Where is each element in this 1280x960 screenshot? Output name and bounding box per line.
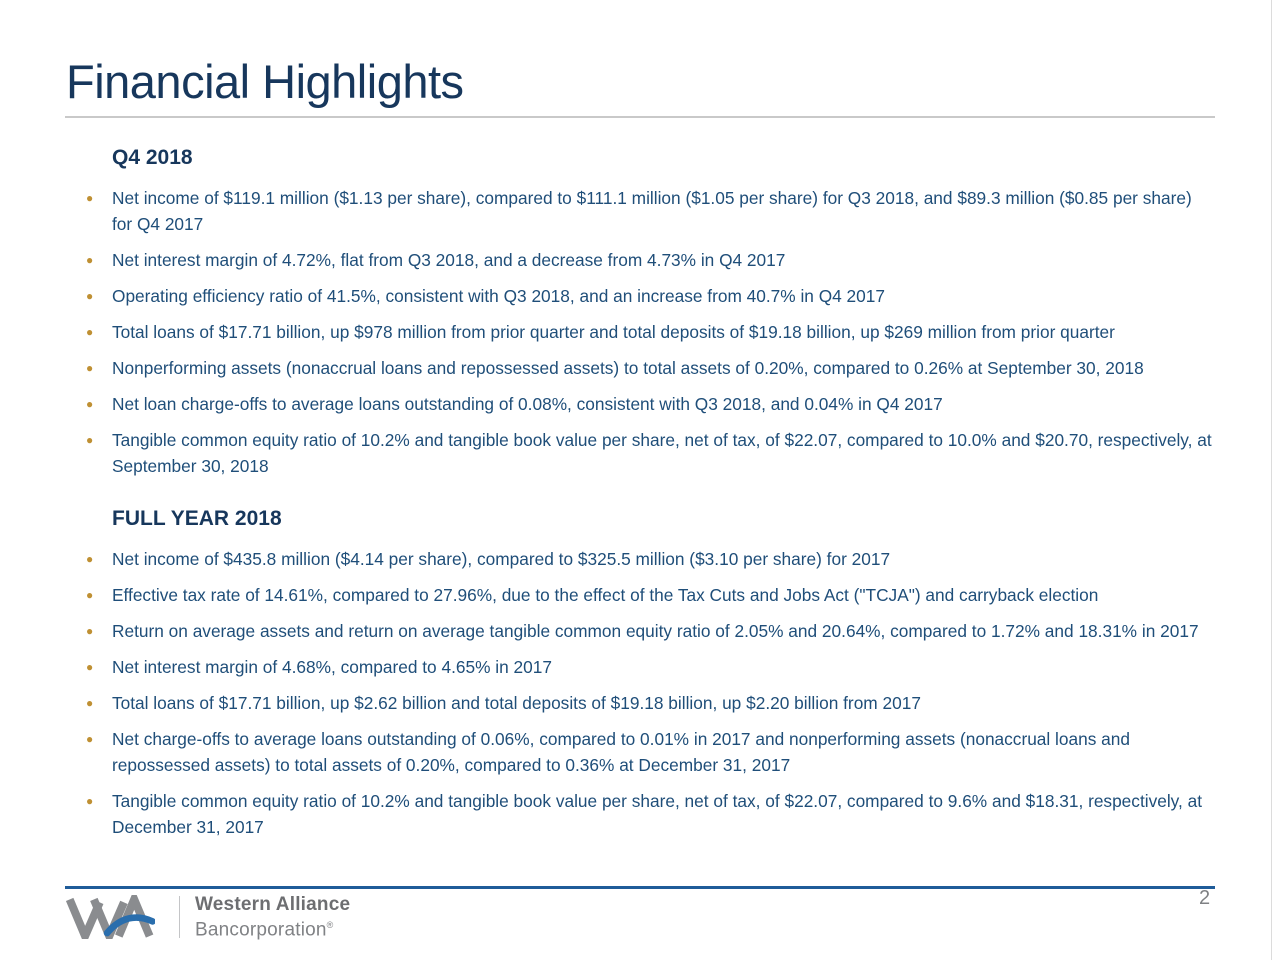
list-item: ● Total loans of $17.71 billion, up $2.6… (65, 690, 1217, 716)
footer-rule (65, 886, 1215, 889)
bullet-text: Net income of $119.1 million ($1.13 per … (112, 188, 1192, 234)
registered-mark: ® (326, 919, 334, 930)
bullet-text: Tangible common equity ratio of 10.2% an… (112, 791, 1203, 837)
list-item: ● Total loans of $17.71 billion, up $978… (65, 319, 1217, 345)
bullet-dot-icon: ● (86, 325, 94, 339)
list-item: ● Tangible common equity ratio of 10.2% … (65, 427, 1217, 479)
logo-divider (179, 896, 180, 938)
western-alliance-logo: Western Alliance Bancorporation® (65, 894, 350, 940)
bullet-dot-icon: ● (86, 794, 94, 808)
bullet-text: Tangible common equity ratio of 10.2% an… (112, 430, 1212, 476)
list-item: ● Net interest margin of 4.72%, flat fro… (65, 247, 1217, 273)
list-item: ● Tangible common equity ratio of 10.2% … (65, 788, 1217, 840)
list-item: ● Operating efficiency ratio of 41.5%, c… (65, 283, 1217, 309)
bullet-dot-icon: ● (86, 253, 94, 267)
bullet-list-full-year-2018: ● Net income of $435.8 million ($4.14 pe… (65, 546, 1217, 840)
list-item: ● Net income of $435.8 million ($4.14 pe… (65, 546, 1217, 572)
bullet-dot-icon: ● (86, 552, 94, 566)
bullet-text: Net income of $435.8 million ($4.14 per … (112, 549, 891, 569)
logo-subname-text: Bancorporation (195, 919, 327, 941)
list-item: ● Net charge-offs to average loans outst… (65, 726, 1217, 778)
bullet-text: Effective tax rate of 14.61%, compared t… (112, 585, 1099, 605)
bullet-dot-icon: ● (86, 191, 94, 205)
slide-right-edge (1271, 0, 1272, 960)
bullet-text: Nonperforming assets (nonaccrual loans a… (112, 358, 1144, 378)
slide-body: Q4 2018 ● Net income of $119.1 million (… (65, 144, 1217, 850)
bullet-text: Total loans of $17.71 billion, up $2.62 … (112, 693, 921, 713)
section-heading-full-year-2018: FULL YEAR 2018 (112, 507, 282, 530)
title-underline (65, 116, 1215, 118)
bullet-dot-icon: ● (86, 660, 94, 674)
bullet-text: Net charge-offs to average loans outstan… (112, 729, 1131, 775)
list-item: ● Return on average assets and return on… (65, 618, 1217, 644)
page-title: Financial Highlights (66, 55, 464, 108)
page-number: 2 (1199, 887, 1211, 909)
bullet-dot-icon: ● (86, 732, 94, 746)
list-item: ● Net income of $119.1 million ($1.13 pe… (65, 185, 1217, 237)
list-item: ● Effective tax rate of 14.61%, compared… (65, 582, 1217, 608)
list-item: ● Net interest margin of 4.68%, compared… (65, 654, 1217, 680)
bullet-text: Net interest margin of 4.68%, compared t… (112, 657, 552, 677)
logo-name: Western Alliance (195, 893, 351, 915)
bullet-dot-icon: ● (86, 361, 94, 375)
logo-subname: Bancorporation® (195, 915, 350, 940)
bullet-text: Operating efficiency ratio of 41.5%, con… (112, 286, 885, 306)
bullet-text: Total loans of $17.71 billion, up $978 m… (112, 322, 1115, 342)
bullet-list-q4-2018: ● Net income of $119.1 million ($1.13 pe… (65, 185, 1217, 479)
bullet-dot-icon: ● (86, 289, 94, 303)
bullet-dot-icon: ● (86, 397, 94, 411)
list-item: ● Nonperforming assets (nonaccrual loans… (65, 355, 1217, 381)
bullet-text: Net interest margin of 4.72%, flat from … (112, 250, 786, 270)
section-heading-q4-2018: Q4 2018 (112, 146, 193, 169)
bullet-text: Net loan charge-offs to average loans ou… (112, 394, 943, 414)
logo-text: Western Alliance Bancorporation® (195, 894, 350, 940)
bullet-text: Return on average assets and return on a… (112, 621, 1199, 641)
bullet-dot-icon: ● (86, 696, 94, 710)
bullet-dot-icon: ● (86, 624, 94, 638)
wa-monogram-icon (65, 895, 155, 939)
bullet-dot-icon: ● (86, 433, 94, 447)
bullet-dot-icon: ● (86, 588, 94, 602)
list-item: ● Net loan charge-offs to average loans … (65, 391, 1217, 417)
